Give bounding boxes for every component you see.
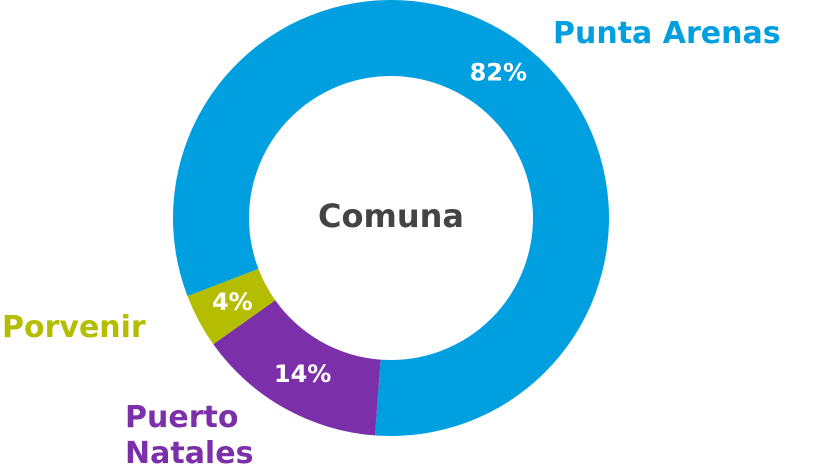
category-label: Puerto Natales — [125, 400, 254, 471]
category-label: Punta Arenas — [553, 16, 781, 51]
value-label: 14% — [274, 360, 331, 388]
value-label: 82% — [470, 58, 527, 86]
donut-slice — [173, 0, 609, 436]
donut-slice — [213, 300, 381, 436]
value-label: 4% — [212, 288, 253, 316]
chart-title: Comuna — [318, 197, 464, 235]
category-label: Porvenir — [2, 310, 146, 345]
donut-slice — [187, 268, 276, 345]
